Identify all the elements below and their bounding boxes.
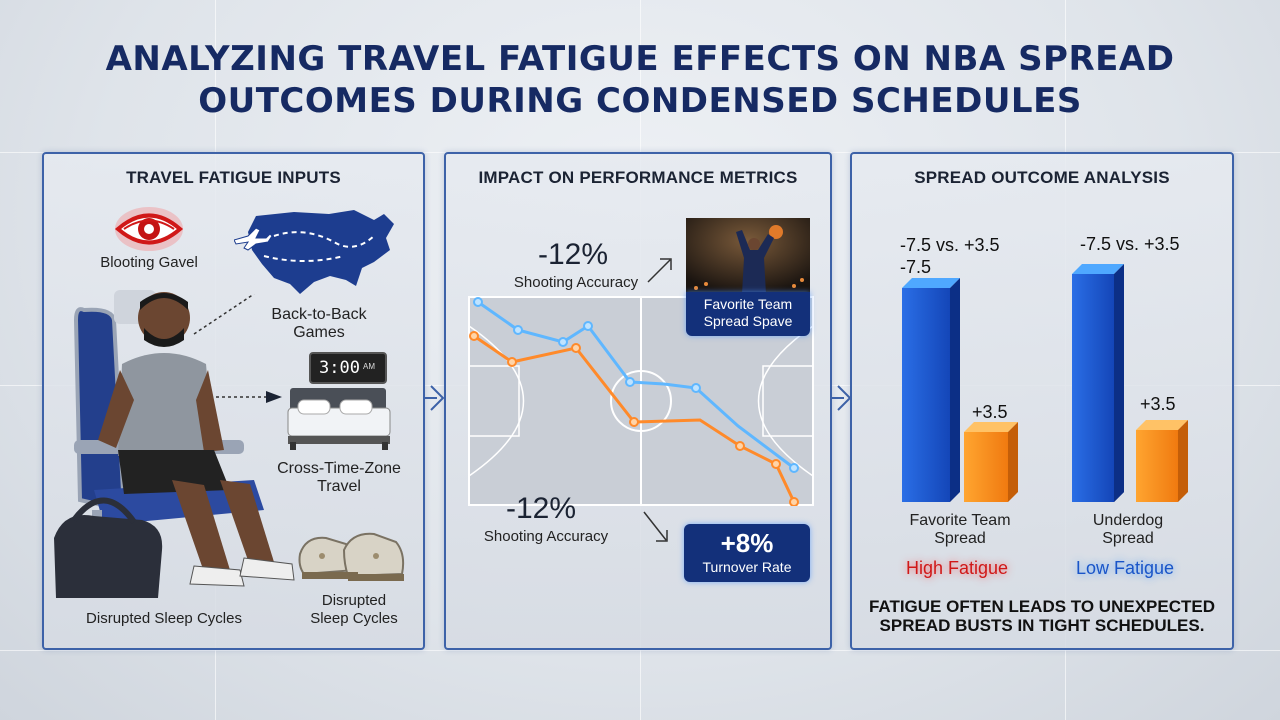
series-point-orange [771, 459, 781, 469]
bed-icon [287, 388, 391, 450]
turnover-rate-badge: +8% Turnover Rate [684, 524, 810, 582]
us-map-icon [234, 210, 394, 294]
tired-player-illustration [54, 290, 295, 598]
favorite-team-badge-line-1: Favorite Team [703, 296, 793, 312]
series-point-orange [629, 417, 639, 427]
bar-favorite-blue [902, 278, 960, 502]
bottom-metric-label: Shooting Accuracy [483, 528, 609, 545]
worn-sneakers-icon [298, 532, 405, 581]
bar-underdog-orange [1136, 420, 1188, 502]
series-point-blue [583, 321, 593, 331]
back-to-back-label-line-1: Back-to-Back [271, 306, 367, 323]
favorite-team-label-line-1: Favorite Team [909, 512, 1011, 529]
alarm-clock-icon: 3:00 AM [309, 352, 387, 384]
favorite-team-label: Favorite Team Spread [880, 512, 1040, 548]
underdog-small-label: +3.5 [1140, 394, 1176, 414]
panel-title: TRAVEL FATIGUE INPUTS [126, 168, 341, 187]
favorite-top-label-2: -7.5 [900, 257, 932, 277]
favorite-team-label-line-2: Spread [934, 530, 986, 547]
travel-fatigue-inputs-panel: TRAVEL FATIGUE INPUTS Blooting Gavel Bac… [42, 152, 425, 650]
series-line-orange [473, 334, 796, 503]
series-point-blue [789, 463, 799, 473]
series-point-blue [558, 337, 568, 347]
panel-title: IMPACT ON PERFORMANCE METRICS [478, 168, 798, 187]
series-point-blue [691, 383, 701, 393]
clock-time: 3:00 [319, 358, 360, 378]
sleep-cycles-label-2: Disrupted Sleep Cycles [294, 592, 414, 628]
turnover-percent: +8% [720, 528, 774, 558]
sleep-cycles-label-2-line-1: Disrupted [321, 592, 387, 609]
series-point-orange [469, 331, 479, 341]
favorite-top-labels: -7.5 vs. +3.5 -7.5 [900, 234, 1000, 278]
series-point-orange [735, 441, 745, 451]
connector-lines [193, 294, 255, 335]
series-point-orange [571, 343, 581, 353]
player-dunk-photo [686, 218, 810, 294]
red-eye-icon [114, 207, 184, 251]
arrow-right-icon [204, 391, 282, 403]
favorite-team-badge-line-2: Spread Spave [703, 313, 793, 329]
cross-time-zone-line-1: Cross-Time-Zone [277, 460, 401, 477]
top-percent-value: -12% [538, 238, 609, 271]
favorite-team-photo-card: Favorite Team Spread Spave [686, 218, 810, 336]
spread-bar-chart [902, 264, 1188, 502]
low-fatigue-label: Low Fatigue [1075, 558, 1175, 578]
spread-outcome-panel: SPREAD OUTCOME ANALYSIS -7.5 vs. +3.5 -7… [850, 152, 1234, 650]
bottom-percent-value: -12% [506, 492, 577, 525]
back-to-back-label: Back-to-Back Games [249, 306, 389, 342]
fatigue-note-line-1: FATIGUE OFTEN LEADS TO UNEXPECTED [868, 597, 1215, 616]
favorite-team-badge: Favorite Team Spread Spave [686, 292, 810, 336]
impact-performance-panel: IMPACT ON PERFORMANCE METRICS [444, 152, 832, 650]
cross-time-zone-label: Cross-Time-Zone Travel [259, 460, 419, 496]
cross-time-zone-line-2: Travel [317, 478, 361, 495]
bar-underdog-blue [1072, 264, 1124, 502]
underdog-top-label: -7.5 vs. +3.5 [1080, 234, 1180, 254]
eye-label: Blooting Gavel [100, 254, 198, 271]
bar-favorite-orange [964, 422, 1018, 502]
series-point-orange [507, 357, 517, 367]
underdog-team-label: Underdog Spread [1048, 512, 1208, 548]
top-metric-label: Shooting Accuracy [513, 274, 639, 291]
page-title-line-2: OUTCOMES DURING CONDENSED SCHEDULES [198, 81, 1082, 121]
chevron-right-icon [423, 385, 445, 411]
high-fatigue-label: High Fatigue [905, 558, 1009, 578]
series-point-orange [789, 497, 799, 506]
sleep-cycles-label-2-line-2: Sleep Cycles [310, 610, 398, 627]
series-point-blue [473, 297, 483, 307]
chevron-right-icon [830, 385, 852, 411]
underdog-team-label-line-2: Spread [1102, 530, 1154, 547]
underdog-team-label-line-1: Underdog [1092, 512, 1164, 529]
favorite-top-label-1: -7.5 vs. +3.5 [900, 235, 1000, 255]
fatigue-note: FATIGUE OFTEN LEADS TO UNEXPECTED SPREAD… [852, 597, 1232, 635]
clock-suffix: AM [363, 362, 375, 371]
panel-title: SPREAD OUTCOME ANALYSIS [914, 168, 1170, 187]
series-point-blue [625, 377, 635, 387]
back-to-back-label-line-2: Games [293, 324, 345, 341]
turnover-label: Turnover Rate [702, 559, 792, 575]
arrow-up-right-icon [647, 258, 672, 283]
page-title-line-1: ANALYZING TRAVEL FATIGUE EFFECTS ON NBA … [105, 39, 1175, 79]
favorite-small-label: +3.5 [972, 402, 1008, 422]
fatigue-note-line-2: SPREAD BUSTS IN TIGHT SCHEDULES. [879, 616, 1205, 635]
page-title: ANALYZING TRAVEL FATIGUE EFFECTS ON NBA … [0, 38, 1280, 122]
arrow-down-right-icon [643, 511, 668, 542]
sleep-cycles-label: Disrupted Sleep Cycles [86, 610, 242, 627]
series-point-blue [513, 325, 523, 335]
